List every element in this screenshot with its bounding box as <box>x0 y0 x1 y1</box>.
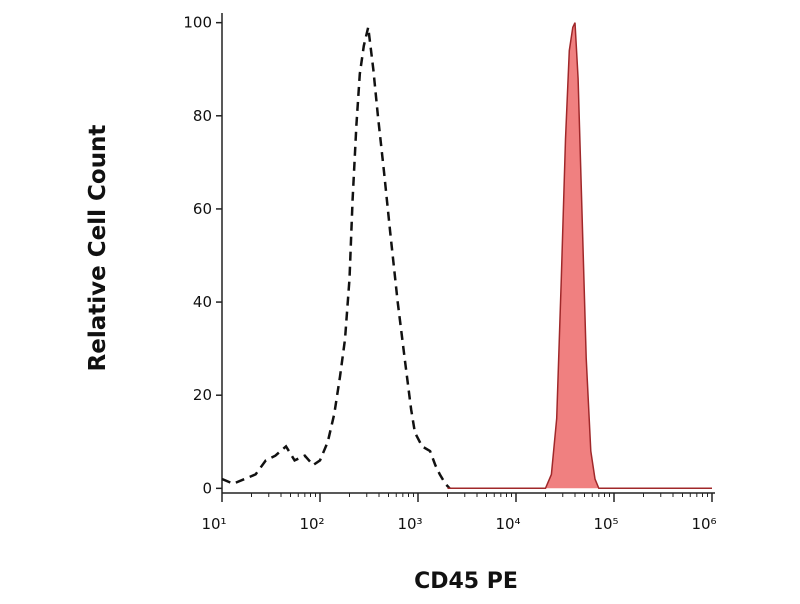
dashed-histogram <box>221 27 451 490</box>
y-tick-label: 40 <box>193 293 212 311</box>
x-tick-label: 10³ <box>397 515 422 533</box>
x-tick-label: 10² <box>299 515 324 533</box>
x-axis-label: CD45 PE <box>414 569 518 594</box>
y-tick-label: 0 <box>202 479 212 497</box>
y-tick-label: 60 <box>193 200 212 218</box>
filled-histogram <box>447 22 712 490</box>
y-tick-label: 80 <box>193 107 212 125</box>
y-tick-label: 20 <box>193 386 212 404</box>
x-tick-label: 10¹ <box>201 515 226 533</box>
x-tick-label: 10⁶ <box>691 515 716 533</box>
y-tick-label: 100 <box>183 14 212 32</box>
y-axis-label: Relative Cell Count <box>85 125 111 372</box>
x-tick-label: 10⁴ <box>495 515 520 533</box>
x-tick-label: 10⁵ <box>593 515 618 533</box>
